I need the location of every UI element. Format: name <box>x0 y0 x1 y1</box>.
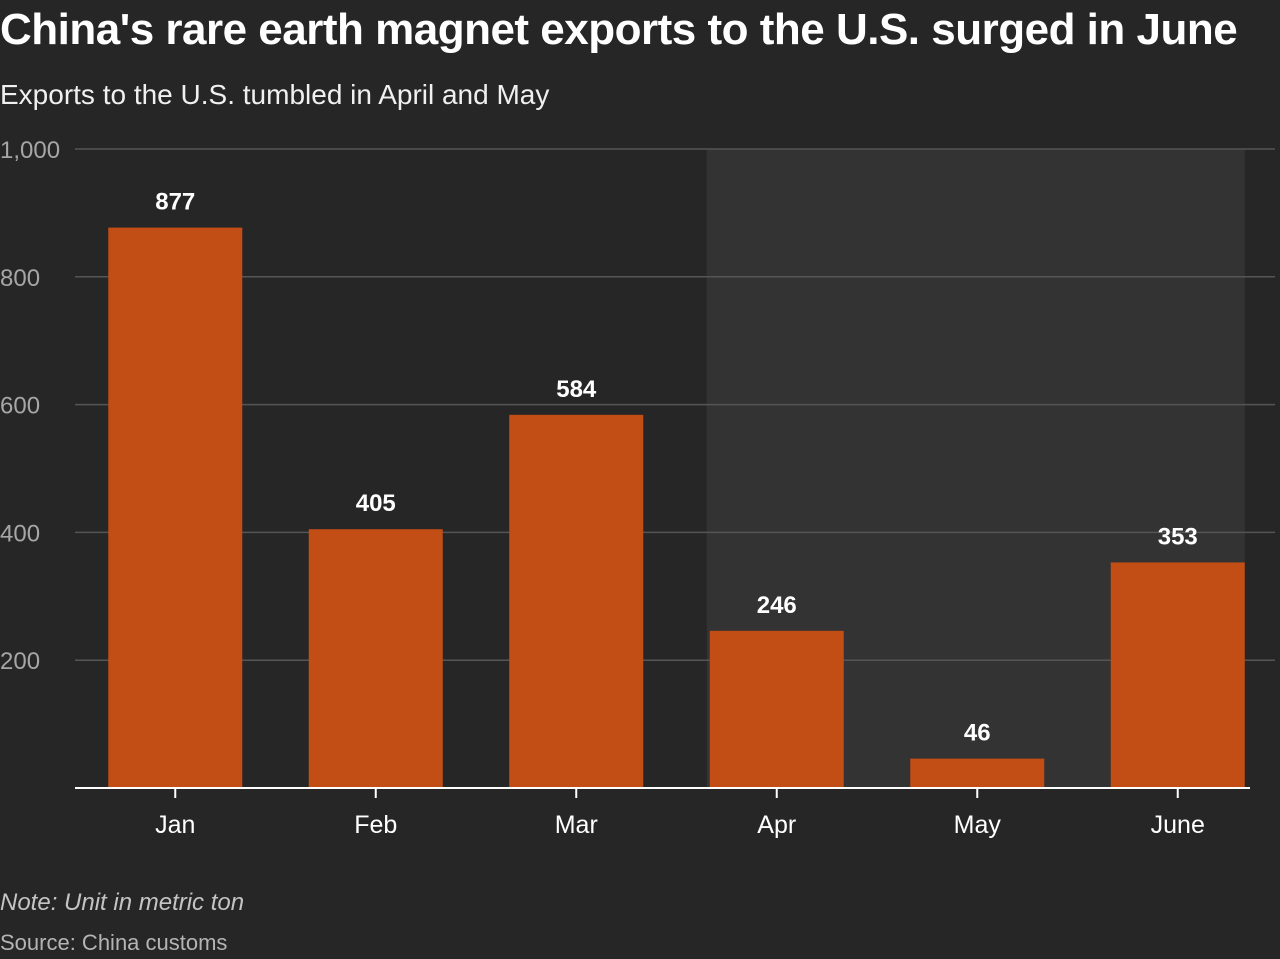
bar-value-label: 405 <box>356 490 396 517</box>
bar <box>308 529 443 788</box>
y-tick-label: 200 <box>0 648 40 675</box>
chart-subtitle: Exports to the U.S. tumbled in April and… <box>0 79 550 110</box>
chart-title: China's rare earth magnet exports to the… <box>0 5 1238 54</box>
x-tick-label: Feb <box>354 811 397 839</box>
x-tick-label: Apr <box>757 811 796 839</box>
y-tick-label: 600 <box>0 393 40 420</box>
y-tick-label: 800 <box>0 265 40 292</box>
x-tick-label: June <box>1151 811 1205 839</box>
bar-value-label: 46 <box>964 720 991 747</box>
bar-value-label: 584 <box>556 376 597 403</box>
x-tick-label: May <box>954 811 1002 839</box>
x-tick-label: Jan <box>155 811 195 839</box>
bar <box>910 758 1045 788</box>
axis-layer <box>75 787 1250 798</box>
bar-layer <box>108 227 1245 789</box>
bar-chart: 200 400 600 800 1,000 877 Jan 405 Feb 584 Mar 246 Ap… <box>0 137 1275 839</box>
bar-value-label: 246 <box>757 592 797 619</box>
bar-value-label: 877 <box>155 189 195 216</box>
bar <box>709 630 844 788</box>
label-layer: 200 400 600 800 1,000 877 Jan 405 Feb 584 Mar 246 Ap… <box>0 137 1205 839</box>
chart-note: Note: Unit in metric ton <box>0 889 245 916</box>
bar-value-label: 353 <box>1158 523 1198 550</box>
x-tick-label: Mar <box>555 811 598 839</box>
y-tick-label: 400 <box>0 520 40 547</box>
bar <box>1110 562 1245 788</box>
bar <box>108 227 243 789</box>
bar <box>509 414 644 788</box>
gridline-layer <box>75 148 1275 661</box>
chart-source: Source: China customs <box>0 930 228 955</box>
y-tick-label: 1,000 <box>0 137 60 164</box>
